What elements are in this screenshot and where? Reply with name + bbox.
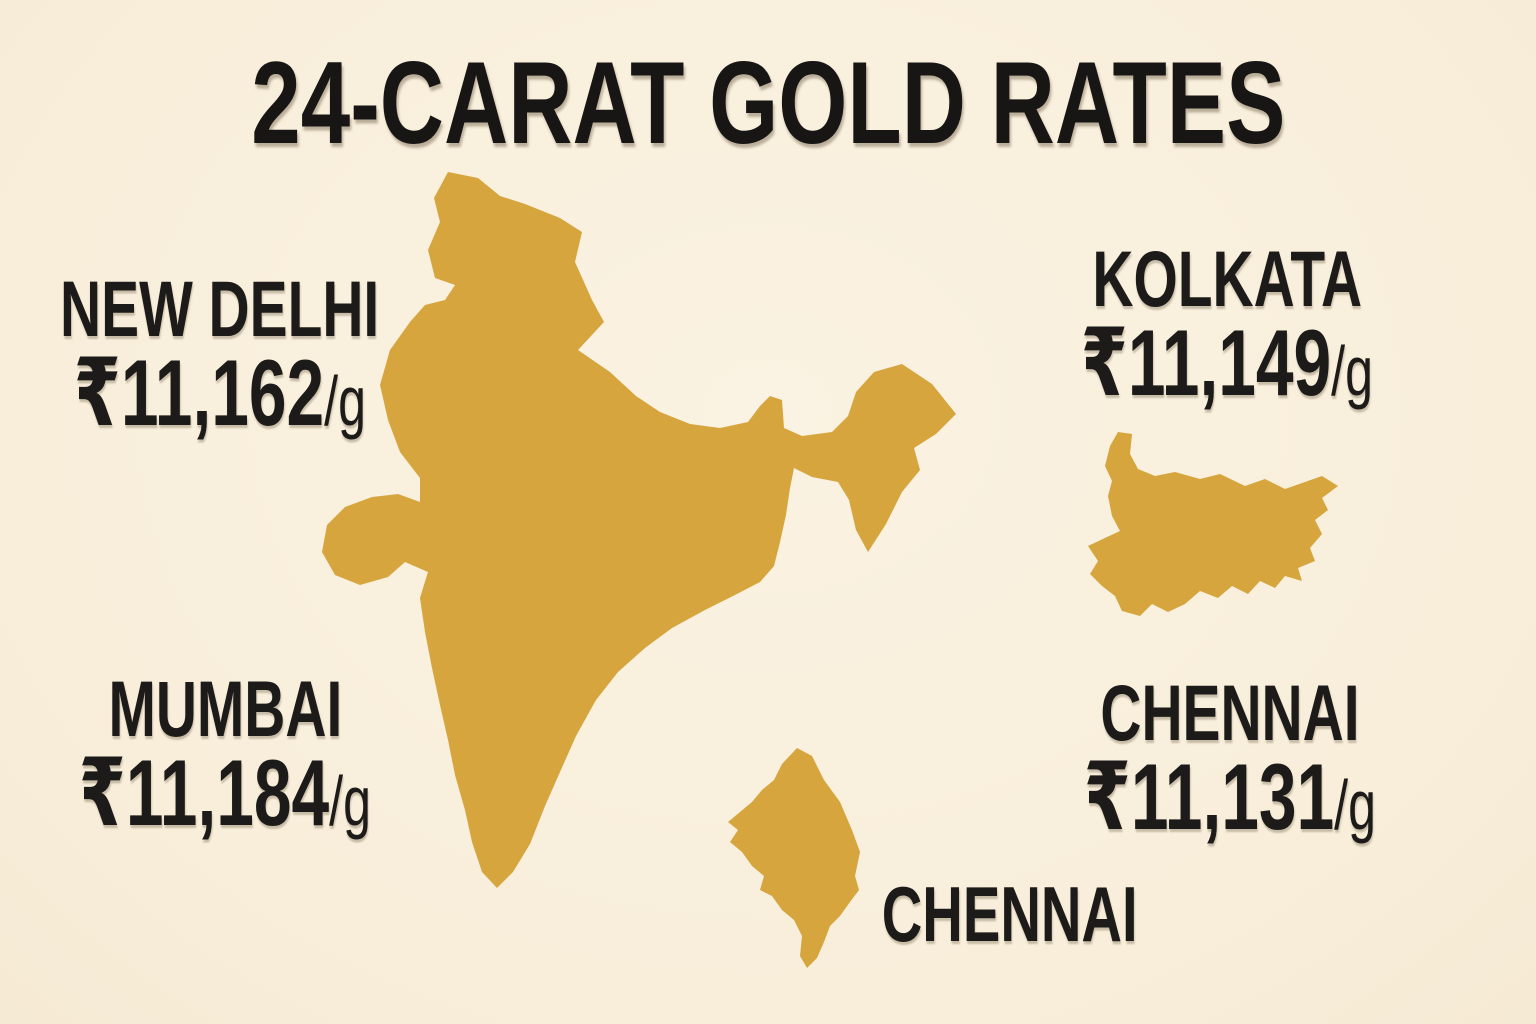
page-title: 24-CARAT GOLD RATES <box>0 44 1536 161</box>
city-rate-kolkata: ₹11,149/g <box>1024 316 1430 410</box>
city-block-chennai: CHENNAI ₹11,131/g <box>930 673 1530 844</box>
chennai-map-label: CHENNAI <box>882 870 1138 958</box>
city-block-mumbai: MUMBAI ₹11,184/g <box>0 669 525 840</box>
southern-state-map-icon <box>728 748 860 968</box>
rate-value-mumbai: ₹11,184 <box>78 740 330 845</box>
southern-state-silhouette <box>728 748 860 968</box>
city-block-kolkata: KOLKATA ₹11,149/g <box>927 239 1527 410</box>
rate-value-kolkata: ₹11,149 <box>1080 310 1332 415</box>
city-label-chennai: CHENNAI <box>1100 668 1360 757</box>
rate-unit-kolkata: /g <box>1331 332 1374 410</box>
page-title-text: 24-CARAT GOLD RATES <box>250 37 1286 168</box>
city-rate-mumbai: ₹11,184/g <box>22 746 428 840</box>
india-silhouette <box>322 172 956 888</box>
rate-unit-mumbai: /g <box>329 762 372 840</box>
rate-value-new-delhi: ₹11,162 <box>73 340 325 445</box>
city-label-new-delhi: NEW DELHI <box>60 264 380 353</box>
india-map-icon <box>322 172 956 888</box>
city-label-mumbai: MUMBAI <box>108 664 342 753</box>
city-block-new-delhi: NEW DELHI ₹11,162/g <box>0 269 520 440</box>
eastern-state-silhouette <box>1088 432 1338 616</box>
rate-unit-new-delhi: /g <box>324 362 367 440</box>
eastern-state-map-icon <box>1088 432 1338 616</box>
city-label-kolkata: KOLKATA <box>1092 234 1362 323</box>
rate-value-chennai: ₹11,131 <box>1083 744 1335 849</box>
rate-unit-chennai: /g <box>1334 766 1377 844</box>
city-rate-chennai: ₹11,131/g <box>1027 750 1433 844</box>
city-rate-new-delhi: ₹11,162/g <box>17 346 423 440</box>
